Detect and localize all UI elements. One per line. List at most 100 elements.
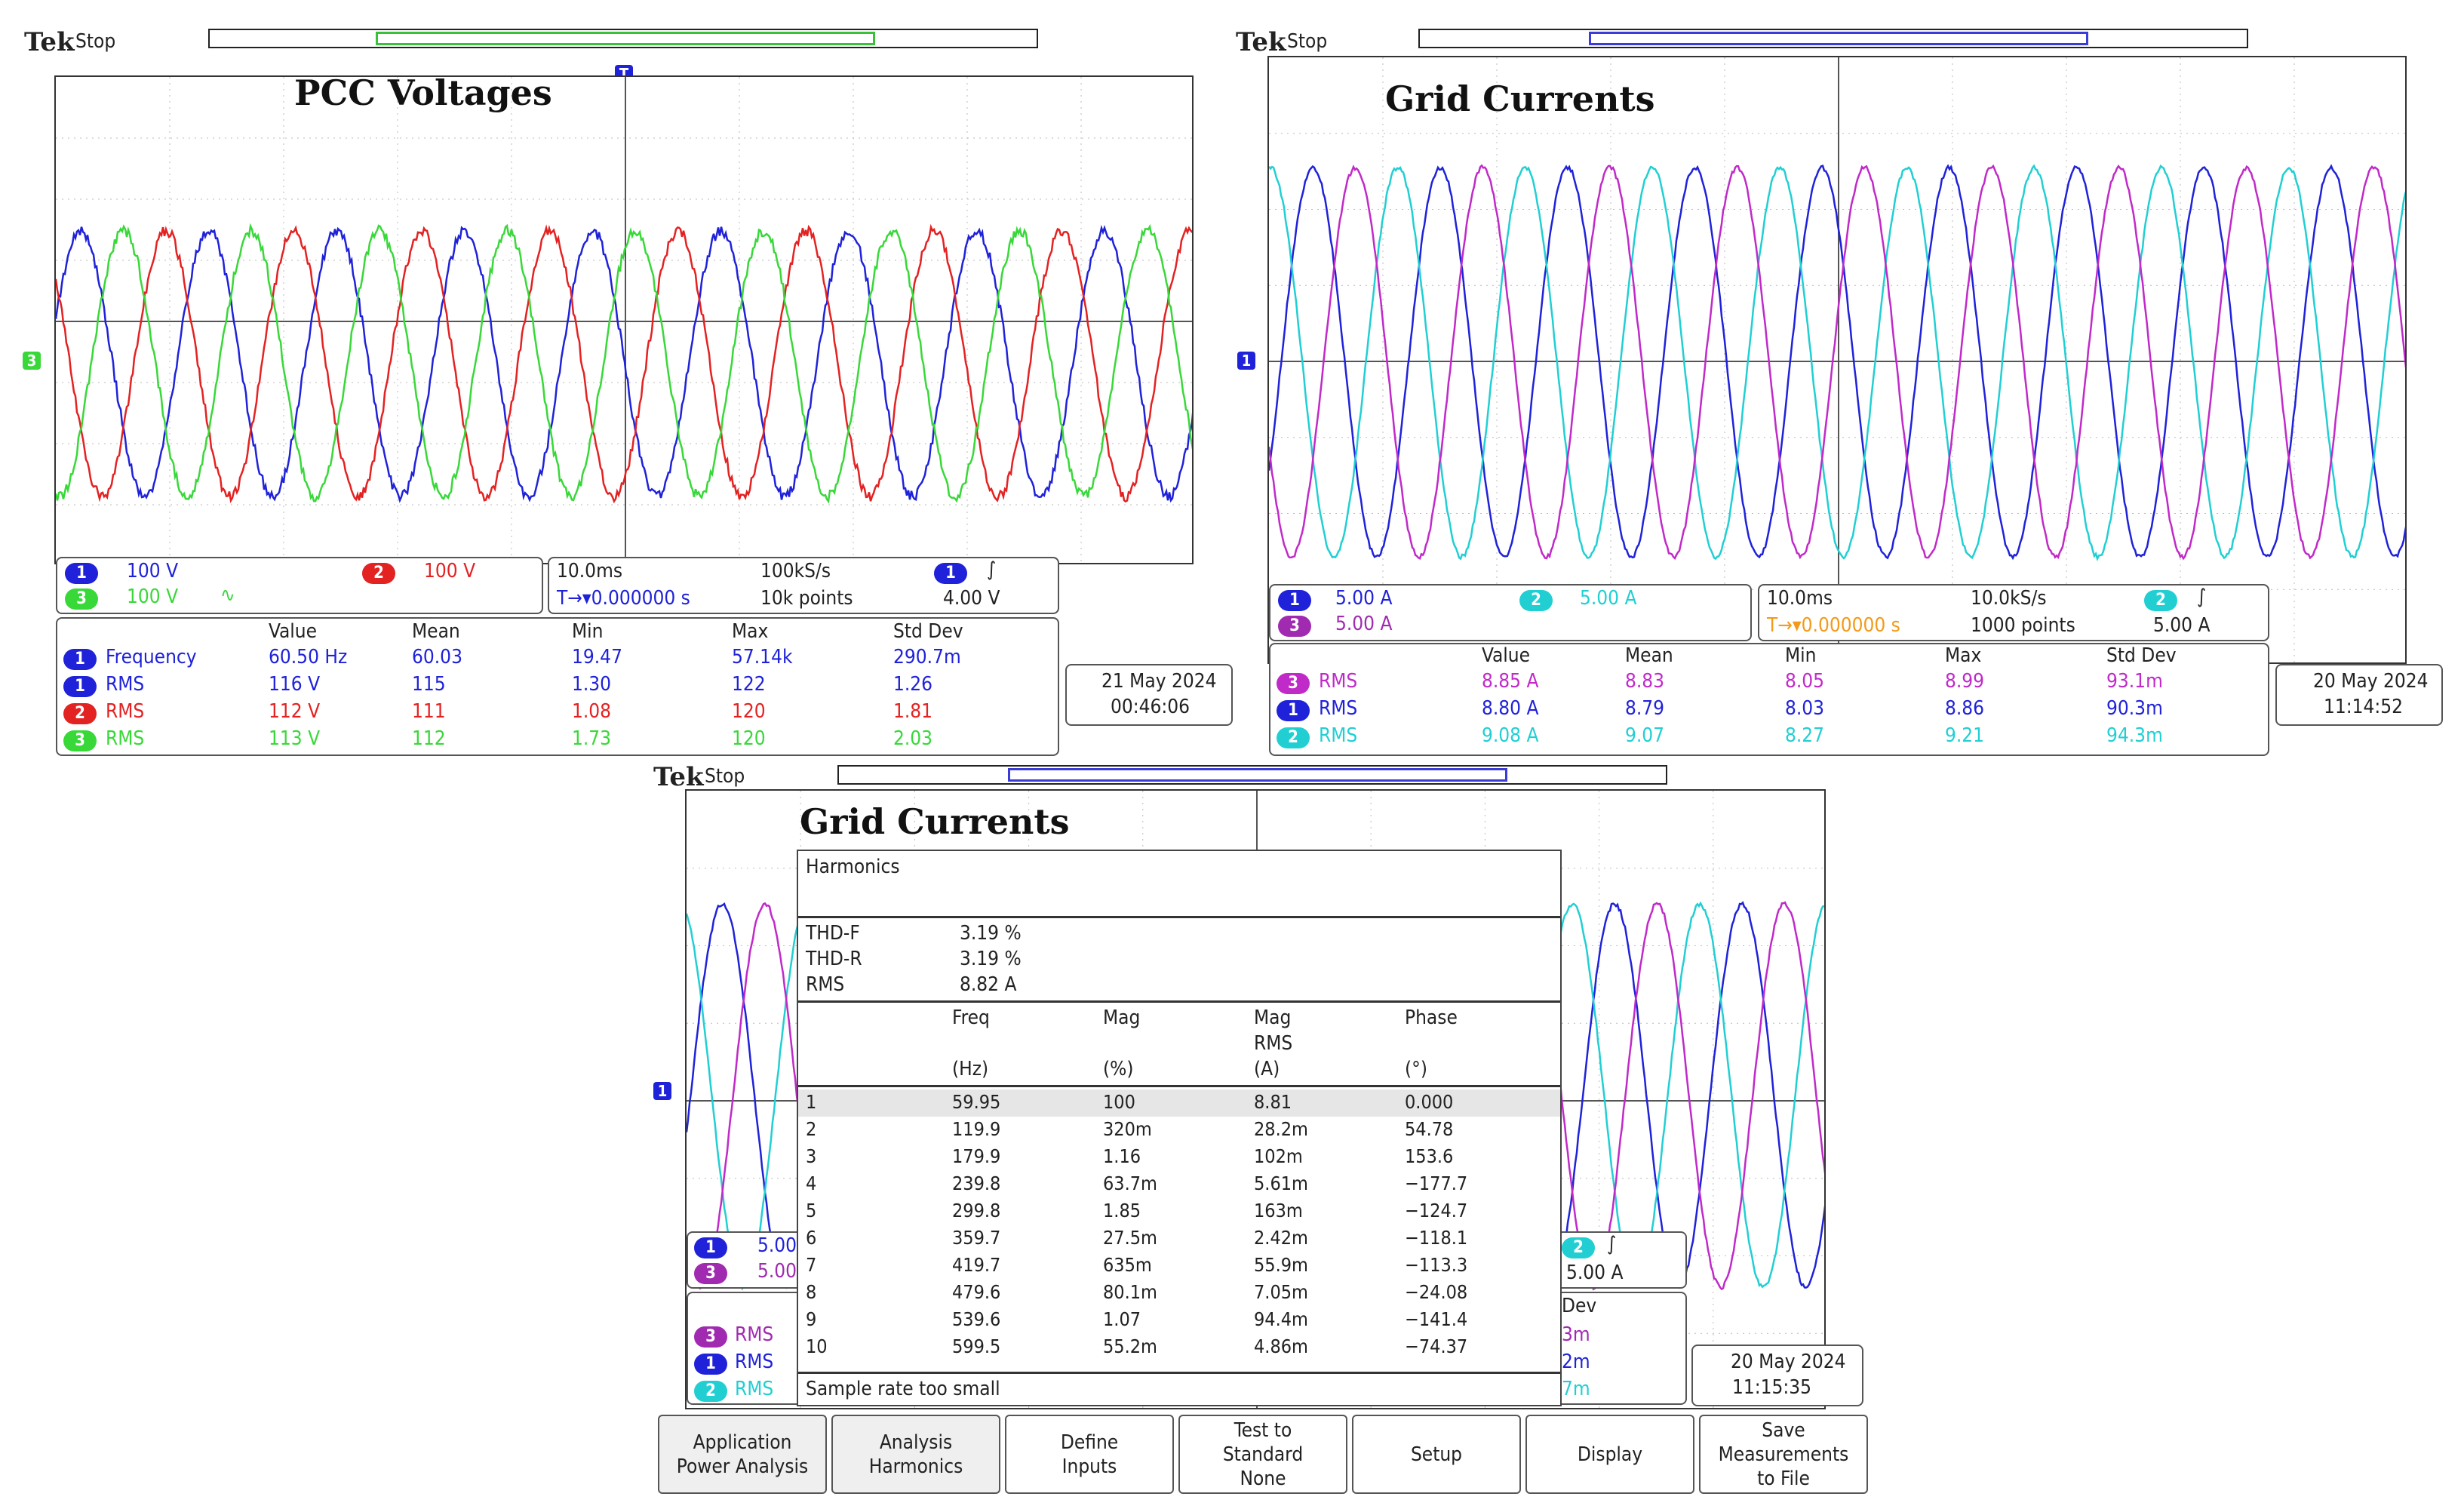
sample-rate: 10.0kS/s bbox=[1971, 587, 2047, 610]
harmonic-row[interactable]: 7 419.7 635m 55.9m −113.3 bbox=[798, 1252, 1560, 1280]
ch1-ground-marker[interactable]: 1 bbox=[653, 1082, 671, 1100]
meas-name: RMS bbox=[1319, 670, 1357, 693]
meas-stddev: 94.3m bbox=[2106, 724, 2163, 747]
record-bar[interactable] bbox=[1418, 29, 2248, 48]
hdr-mean: Mean bbox=[1625, 644, 1673, 667]
measurement-table[interactable]: Value Mean Min Max Std Dev 1 Frequency 60.… bbox=[56, 617, 1059, 756]
channel-scale-box[interactable]: 1 100 V 2 100 V 3 100 V ∿ bbox=[56, 557, 543, 614]
harmonic-row[interactable]: 4 239.8 63.7m 5.61m −177.7 bbox=[798, 1171, 1560, 1198]
harmonics-title: Harmonics bbox=[806, 856, 900, 878]
hdr-phase: Phase bbox=[1405, 1006, 1458, 1029]
ch3-badge: 3 bbox=[694, 1263, 727, 1284]
hdr-value: Value bbox=[269, 620, 317, 643]
timebase-box[interactable]: 10.0ms 10.0kS/s 2 ∫ T→▾0.000000 s 1000 p… bbox=[1758, 584, 2269, 641]
record-bar[interactable] bbox=[837, 765, 1667, 785]
harmonic-phase: −113.3 bbox=[1405, 1254, 1467, 1276]
meas-mean: 60.03 bbox=[412, 646, 462, 668]
trigger-box[interactable]: 2 ∫ 5.00 A bbox=[1559, 1231, 1687, 1289]
ch1-badge: 1 bbox=[1278, 590, 1311, 611]
meas-mean: 9.07 bbox=[1625, 724, 1664, 747]
harmonic-freq: 479.6 bbox=[952, 1281, 1000, 1303]
record-bar[interactable] bbox=[208, 29, 1038, 48]
harmonic-mag: 100 bbox=[1103, 1091, 1135, 1113]
hdr-freq: Freq bbox=[952, 1006, 990, 1029]
record-window[interactable] bbox=[1008, 768, 1507, 782]
ch1-ground-marker[interactable]: 1 bbox=[1237, 352, 1255, 370]
ch1-badge: 1 bbox=[65, 563, 98, 584]
harmonic-row[interactable]: 10 599.5 55.2m 4.86m −74.37 bbox=[798, 1334, 1560, 1361]
harmonic-row[interactable]: 5 299.8 1.85 163m −124.7 bbox=[798, 1198, 1560, 1225]
harmonic-row[interactable]: 2 119.9 320m 28.2m 54.78 bbox=[798, 1117, 1560, 1144]
harmonic-mag: 63.7m bbox=[1103, 1172, 1157, 1194]
softkey-button-4[interactable]: Test to Standard None bbox=[1178, 1415, 1347, 1494]
harmonic-row[interactable]: 9 539.6 1.07 94.4m −141.4 bbox=[798, 1307, 1560, 1334]
chart-title: Grid Currents bbox=[1385, 78, 1655, 119]
harmonic-order: 1 bbox=[806, 1091, 816, 1113]
meas-stddev: 1.26 bbox=[893, 673, 932, 696]
harmonic-row[interactable]: 6 359.7 27.5m 2.42m −118.1 bbox=[798, 1225, 1560, 1252]
thd-r-label: THD-R bbox=[806, 948, 862, 970]
harmonic-phase: −177.7 bbox=[1405, 1172, 1467, 1194]
timebase-box[interactable]: 10.0ms 100kS/s 1 ∫ T→▾0.000000 s 10k poi… bbox=[548, 557, 1059, 614]
measurement-table[interactable]: Value Mean Min Max Std Dev 3 RMS 8.85 A 8.8… bbox=[1269, 643, 2269, 756]
record-window[interactable] bbox=[1589, 32, 2088, 45]
hdr-mag: Mag bbox=[1103, 1006, 1140, 1029]
harmonic-row[interactable]: 1 59.95 100 8.81 0.000 bbox=[798, 1089, 1560, 1117]
harmonic-rms: 8.81 bbox=[1254, 1091, 1292, 1113]
hdr-phase-unit: (°) bbox=[1405, 1058, 1427, 1080]
harmonic-phase: −141.4 bbox=[1405, 1308, 1467, 1330]
channel-scale-box[interactable]: 1 5.00 3 5.00 bbox=[687, 1231, 800, 1289]
harmonic-rms: 7.05m bbox=[1254, 1281, 1308, 1303]
harmonic-order: 8 bbox=[806, 1281, 816, 1303]
softkey-button-5[interactable]: Setup bbox=[1352, 1415, 1521, 1494]
meas-value: 9.08 A bbox=[1482, 724, 1539, 747]
softkey-label: Harmonics bbox=[833, 1455, 999, 1479]
hdr-min: Min bbox=[1785, 644, 1817, 667]
trigger-delay-icon: T→▾ bbox=[1767, 614, 1802, 637]
meas-stddev: 1.81 bbox=[893, 700, 932, 723]
harmonic-phase: −124.7 bbox=[1405, 1200, 1467, 1222]
ch1-badge: 1 bbox=[1277, 700, 1310, 721]
softkey-label: Inputs bbox=[1006, 1455, 1172, 1479]
harmonic-freq: 179.9 bbox=[952, 1145, 1000, 1167]
softkey-button-2[interactable]: Analysis Harmonics bbox=[831, 1415, 1000, 1494]
ch1-badge: 1 bbox=[63, 676, 97, 697]
waveform-grid[interactable]: Grid Currents bbox=[1267, 56, 2407, 664]
waveform-grid[interactable]: PCC Voltages bbox=[54, 75, 1194, 564]
harmonic-freq: 419.7 bbox=[952, 1254, 1000, 1276]
date-time-box: 20 May 2024 11:15:35 bbox=[1691, 1345, 1863, 1406]
harmonic-mag: 1.16 bbox=[1103, 1145, 1141, 1167]
time-div: 10.0ms bbox=[1767, 587, 1833, 610]
ch2-badge: 2 bbox=[1519, 590, 1553, 611]
measurement-table[interactable]: 3 RMS 1 RMS 2 RMS bbox=[687, 1292, 800, 1405]
hdr-stddev: Std Dev bbox=[2106, 644, 2177, 667]
ch3-ground-marker[interactable]: 3 bbox=[23, 352, 41, 370]
channel-scale-box[interactable]: 1 5.00 A 2 5.00 A 3 5.00 A bbox=[1269, 584, 1752, 641]
ch2-badge: 2 bbox=[362, 563, 395, 584]
softkey-label: Analysis bbox=[833, 1431, 999, 1455]
softkey-button-1[interactable]: Application Power Analysis bbox=[658, 1415, 827, 1494]
harmonic-order: 5 bbox=[806, 1200, 816, 1222]
hdr-magrms2: RMS bbox=[1254, 1032, 1292, 1055]
sample-rate: 100kS/s bbox=[760, 560, 831, 582]
ch2-badge: 2 bbox=[63, 703, 97, 724]
harmonic-mag: 80.1m bbox=[1103, 1281, 1157, 1303]
harmonic-row[interactable]: 3 179.9 1.16 102m 153.6 bbox=[798, 1144, 1560, 1171]
meas-min: 1.30 bbox=[572, 673, 611, 696]
meas-name: Frequency bbox=[106, 646, 197, 668]
softkey-button-7[interactable]: Save Measurements to File bbox=[1699, 1415, 1868, 1494]
meas-stddev: 93.1m bbox=[2106, 670, 2163, 693]
harmonic-row[interactable]: 8 479.6 80.1m 7.05m −24.08 bbox=[798, 1280, 1560, 1307]
softkey-button-6[interactable]: Display bbox=[1525, 1415, 1694, 1494]
meas-name: RMS bbox=[735, 1323, 773, 1346]
meas-max: 120 bbox=[732, 700, 766, 723]
ch2-badge: 2 bbox=[1277, 727, 1310, 748]
ch3-badge: 3 bbox=[1278, 616, 1311, 637]
trigger-slope-icon: ∫ bbox=[1607, 1233, 1616, 1255]
measurement-table-right[interactable]: Dev 3m 2m 7m bbox=[1559, 1292, 1687, 1405]
record-window[interactable] bbox=[376, 32, 875, 45]
harmonics-table[interactable]: 1 59.95 100 8.81 0.000 2 119.9 320m 28.2m 54.78 3 1… bbox=[798, 1089, 1560, 1372]
meas-value: 116 V bbox=[269, 673, 320, 696]
meas-stddev: 90.3m bbox=[2106, 697, 2163, 720]
softkey-button-3[interactable]: Define Inputs bbox=[1005, 1415, 1174, 1494]
